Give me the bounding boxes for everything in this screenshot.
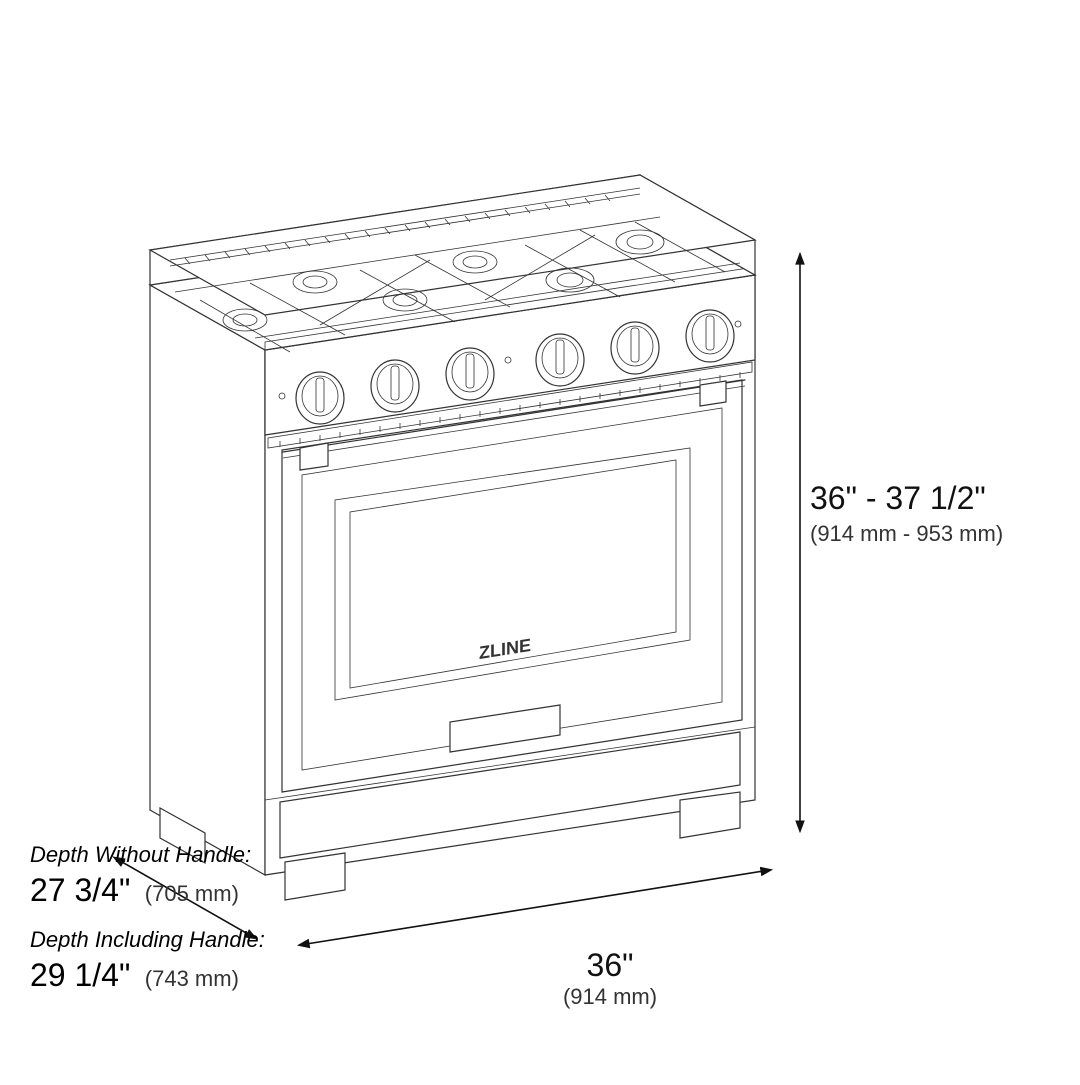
- depth-without-handle-imperial: 27 3/4": [30, 872, 130, 909]
- width-metric: (914 mm): [520, 984, 700, 1010]
- depth-including-handle-metric: (743 mm): [145, 966, 239, 992]
- depth-without-handle-metric: (705 mm): [145, 881, 239, 907]
- depth-dimensions: Depth Without Handle: 27 3/4" (705 mm) D…: [30, 842, 380, 1012]
- height-metric: (914 mm - 953 mm): [810, 521, 1040, 547]
- depth-without-handle-label: Depth Without Handle:: [30, 842, 380, 868]
- dimension-diagram: ZLINE: [0, 0, 1080, 1080]
- height-dimension: 36" - 37 1/2" (914 mm - 953 mm): [810, 480, 1040, 547]
- depth-including-handle-imperial: 29 1/4": [30, 957, 130, 994]
- height-imperial: 36" - 37 1/2": [810, 480, 1040, 517]
- depth-including-handle-label: Depth Including Handle:: [30, 927, 380, 953]
- width-imperial: 36": [520, 947, 700, 984]
- width-dimension: 36" (914 mm): [520, 947, 700, 1010]
